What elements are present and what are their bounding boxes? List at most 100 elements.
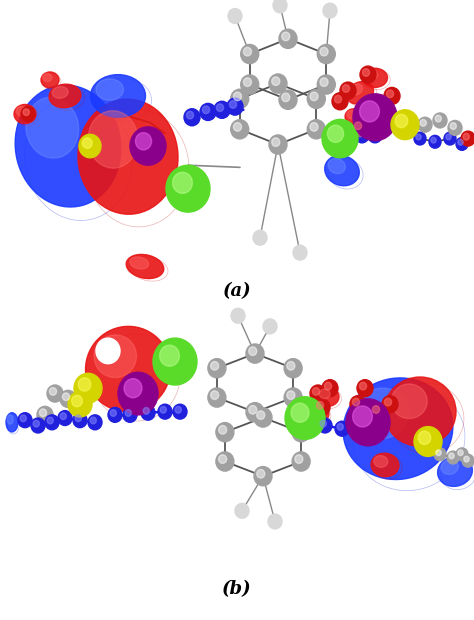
- Circle shape: [184, 108, 200, 126]
- Ellipse shape: [313, 409, 322, 417]
- Circle shape: [231, 89, 249, 108]
- Circle shape: [175, 407, 182, 413]
- Circle shape: [160, 345, 179, 366]
- Ellipse shape: [85, 326, 171, 412]
- Circle shape: [45, 415, 59, 430]
- Circle shape: [241, 75, 259, 94]
- Circle shape: [337, 423, 343, 430]
- Circle shape: [464, 456, 469, 462]
- Ellipse shape: [41, 72, 59, 88]
- Circle shape: [125, 410, 131, 417]
- Circle shape: [435, 115, 441, 122]
- Circle shape: [282, 32, 290, 41]
- Circle shape: [416, 134, 421, 140]
- Ellipse shape: [26, 97, 79, 158]
- Circle shape: [293, 245, 307, 260]
- Circle shape: [31, 418, 45, 433]
- Ellipse shape: [391, 384, 427, 418]
- Circle shape: [254, 467, 272, 485]
- Circle shape: [282, 93, 290, 102]
- Circle shape: [21, 107, 35, 122]
- Circle shape: [33, 420, 39, 427]
- Circle shape: [373, 405, 380, 414]
- Circle shape: [272, 138, 280, 146]
- Circle shape: [110, 410, 117, 417]
- Circle shape: [173, 172, 192, 193]
- Circle shape: [341, 131, 355, 146]
- Circle shape: [332, 93, 348, 110]
- Circle shape: [456, 448, 468, 461]
- Ellipse shape: [15, 85, 121, 207]
- Ellipse shape: [319, 389, 330, 399]
- Circle shape: [63, 393, 70, 401]
- Circle shape: [353, 406, 373, 427]
- Circle shape: [414, 132, 426, 145]
- Circle shape: [395, 114, 408, 128]
- Circle shape: [47, 385, 63, 402]
- Ellipse shape: [349, 84, 363, 95]
- Circle shape: [317, 45, 335, 64]
- Circle shape: [263, 319, 277, 334]
- Circle shape: [18, 413, 32, 428]
- Circle shape: [210, 391, 219, 399]
- Circle shape: [320, 78, 328, 86]
- Circle shape: [68, 391, 92, 417]
- Ellipse shape: [441, 459, 458, 474]
- Circle shape: [219, 425, 227, 434]
- Circle shape: [254, 408, 272, 427]
- Circle shape: [456, 138, 468, 150]
- Circle shape: [418, 117, 432, 132]
- Circle shape: [208, 358, 226, 378]
- Circle shape: [217, 104, 224, 112]
- Ellipse shape: [16, 107, 27, 116]
- Circle shape: [108, 407, 122, 422]
- Circle shape: [292, 452, 310, 471]
- Circle shape: [231, 308, 245, 323]
- Circle shape: [370, 403, 386, 420]
- Circle shape: [384, 398, 392, 406]
- Ellipse shape: [374, 456, 388, 467]
- Circle shape: [96, 338, 120, 364]
- Circle shape: [216, 452, 234, 471]
- Circle shape: [325, 130, 331, 137]
- Circle shape: [23, 109, 29, 115]
- Circle shape: [124, 379, 142, 398]
- Circle shape: [448, 120, 462, 135]
- Circle shape: [357, 379, 373, 397]
- Circle shape: [295, 425, 303, 434]
- Circle shape: [246, 402, 264, 422]
- Circle shape: [352, 120, 368, 136]
- Ellipse shape: [363, 68, 388, 87]
- Circle shape: [249, 347, 257, 355]
- Circle shape: [229, 100, 237, 108]
- Circle shape: [210, 361, 219, 370]
- Circle shape: [79, 135, 101, 157]
- Circle shape: [433, 113, 447, 128]
- Circle shape: [153, 338, 197, 385]
- Ellipse shape: [43, 74, 52, 82]
- Ellipse shape: [49, 84, 81, 108]
- Circle shape: [208, 388, 226, 407]
- Circle shape: [384, 87, 400, 104]
- Circle shape: [353, 94, 397, 141]
- Circle shape: [328, 125, 344, 143]
- Ellipse shape: [384, 377, 456, 446]
- Ellipse shape: [365, 70, 377, 80]
- Circle shape: [249, 405, 257, 414]
- Circle shape: [284, 388, 302, 407]
- Circle shape: [246, 344, 264, 363]
- Circle shape: [20, 415, 27, 422]
- Circle shape: [363, 69, 370, 76]
- Ellipse shape: [311, 407, 329, 422]
- Circle shape: [233, 92, 242, 100]
- Circle shape: [431, 137, 436, 143]
- Circle shape: [39, 409, 46, 417]
- Circle shape: [82, 138, 92, 148]
- Circle shape: [368, 128, 382, 143]
- Circle shape: [47, 417, 54, 424]
- Circle shape: [60, 413, 66, 420]
- Circle shape: [75, 415, 82, 422]
- Ellipse shape: [91, 74, 146, 117]
- Ellipse shape: [345, 108, 365, 126]
- Circle shape: [268, 514, 282, 529]
